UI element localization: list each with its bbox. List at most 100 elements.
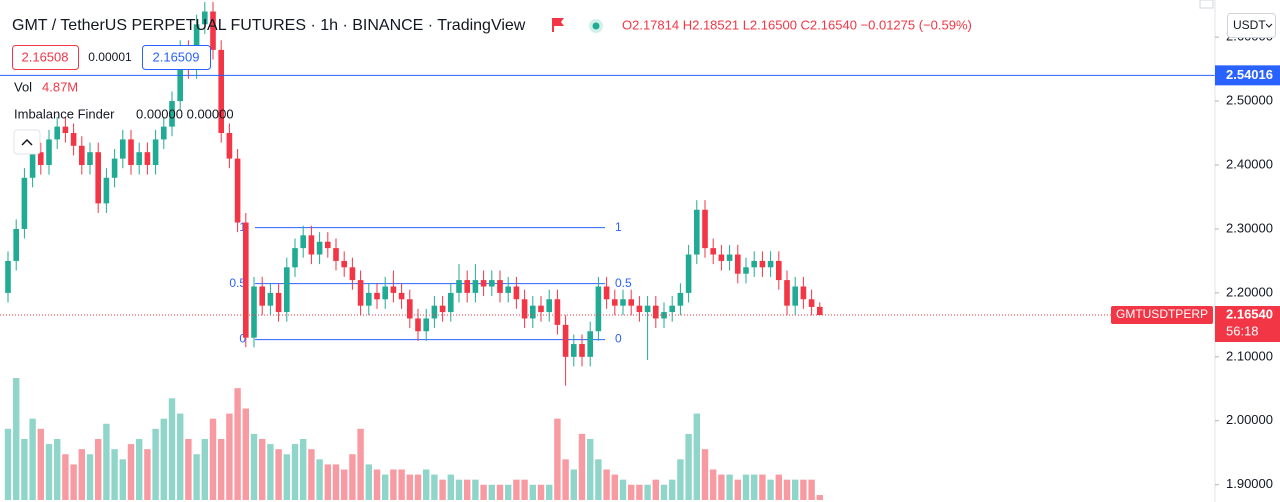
- countdown: 56:18: [1226, 323, 1259, 338]
- sell-button[interactable]: [12, 45, 79, 70]
- volume-bar: [111, 449, 118, 500]
- volume-bar: [209, 418, 217, 500]
- candle-body: [169, 101, 175, 127]
- volume-bar: [767, 479, 774, 500]
- volume-bar: [390, 469, 397, 500]
- volume-bar: [78, 449, 85, 500]
- candle-body: [677, 292, 684, 306]
- candle-body: [669, 305, 675, 313]
- volume-bar: [160, 418, 167, 500]
- candle-body: [595, 286, 602, 332]
- candle-body: [5, 260, 11, 293]
- volume-bar: [144, 449, 151, 500]
- candle-body: [694, 209, 700, 255]
- candle-body: [128, 139, 134, 165]
- candle-body: [251, 286, 257, 338]
- volume-bar: [234, 388, 241, 500]
- candle-body: [70, 133, 77, 146]
- corner-box: [1199, 0, 1214, 9]
- candle-body: [407, 299, 413, 319]
- volume-bar: [357, 428, 364, 500]
- volume-bar: [734, 479, 741, 500]
- volume-bar: [685, 433, 692, 500]
- overlay: GMT / TetherUS PERPETUAL FUTURES · 1h · …: [12, 0, 1276, 155]
- y-tick-label: 2.00000: [1226, 412, 1273, 427]
- candle-body: [234, 158, 241, 223]
- volume-bar: [800, 479, 807, 500]
- candle-body: [46, 139, 52, 165]
- volume-bar: [628, 484, 635, 500]
- candle-body: [103, 177, 110, 204]
- volume-bar: [54, 439, 61, 500]
- candle-body: [161, 126, 167, 140]
- candle-body: [325, 241, 331, 249]
- volume-bar: [529, 484, 536, 500]
- volume-bar: [177, 413, 184, 500]
- candle-body: [382, 286, 388, 300]
- volume-bar: [62, 454, 69, 500]
- symbol-label: GMTUSDTPERP: [1116, 307, 1208, 321]
- fib-label: 0: [239, 332, 246, 346]
- volume-bar: [119, 459, 126, 500]
- candle-body: [13, 228, 19, 261]
- candle-body: [562, 324, 569, 357]
- volume-bar: [488, 484, 495, 500]
- candle-body: [390, 286, 397, 293]
- candle-body: [767, 260, 774, 268]
- candle-body: [398, 292, 405, 300]
- volume-bar: [636, 484, 643, 500]
- volume-bar: [693, 413, 700, 500]
- candle-body: [423, 318, 429, 332]
- volume-bar: [439, 479, 446, 500]
- volume-bar: [431, 474, 438, 500]
- volume-bar: [792, 479, 799, 500]
- currency-button[interactable]: [1227, 13, 1276, 38]
- candle-body: [653, 305, 659, 319]
- candle-body: [702, 209, 708, 249]
- candle-body: [267, 292, 274, 306]
- volume-bar: [136, 439, 143, 500]
- candle-body: [292, 248, 298, 268]
- candle-body: [202, 11, 208, 25]
- volume-bar: [275, 449, 282, 500]
- collapse-button[interactable]: [13, 129, 41, 155]
- candle-body: [792, 286, 798, 306]
- spread: 0.00001: [88, 50, 132, 64]
- flag-icon[interactable]: [552, 18, 564, 32]
- volume-bar: [316, 459, 323, 500]
- buy-button[interactable]: [142, 45, 211, 70]
- y-tick-label: 2.50000: [1226, 92, 1273, 107]
- candle-body: [603, 286, 610, 300]
- candle-body: [136, 152, 142, 165]
- volume-bar: [86, 454, 94, 500]
- candle-body: [513, 286, 520, 300]
- candle-body: [497, 280, 503, 293]
- candle-body: [284, 267, 290, 313]
- candle-body: [38, 152, 44, 165]
- volume-bar: [242, 408, 249, 500]
- last-price-box: [1215, 306, 1280, 343]
- currency: USDT: [1233, 18, 1266, 32]
- fib-label: 0.5: [615, 276, 632, 290]
- candle-body: [308, 235, 315, 255]
- volume-bar: [168, 398, 176, 500]
- candle-body: [612, 299, 618, 306]
- candle-body: [120, 139, 126, 159]
- volume-bar: [267, 444, 274, 500]
- candle-body: [808, 299, 815, 307]
- volume-bar: [710, 469, 717, 500]
- fib-label: 0: [615, 332, 622, 346]
- candle-body: [817, 306, 823, 316]
- candle-body: [87, 152, 93, 165]
- candle-body: [111, 158, 118, 178]
- candle-body: [759, 260, 766, 268]
- candle-body: [21, 177, 28, 229]
- volume-bar: [718, 474, 725, 500]
- volume-bar: [398, 469, 405, 500]
- candle-body: [259, 286, 265, 306]
- candle-body: [472, 280, 479, 293]
- volume-bar: [308, 449, 315, 500]
- candle-body: [54, 126, 60, 140]
- y-tick-label: 2.10000: [1226, 348, 1273, 363]
